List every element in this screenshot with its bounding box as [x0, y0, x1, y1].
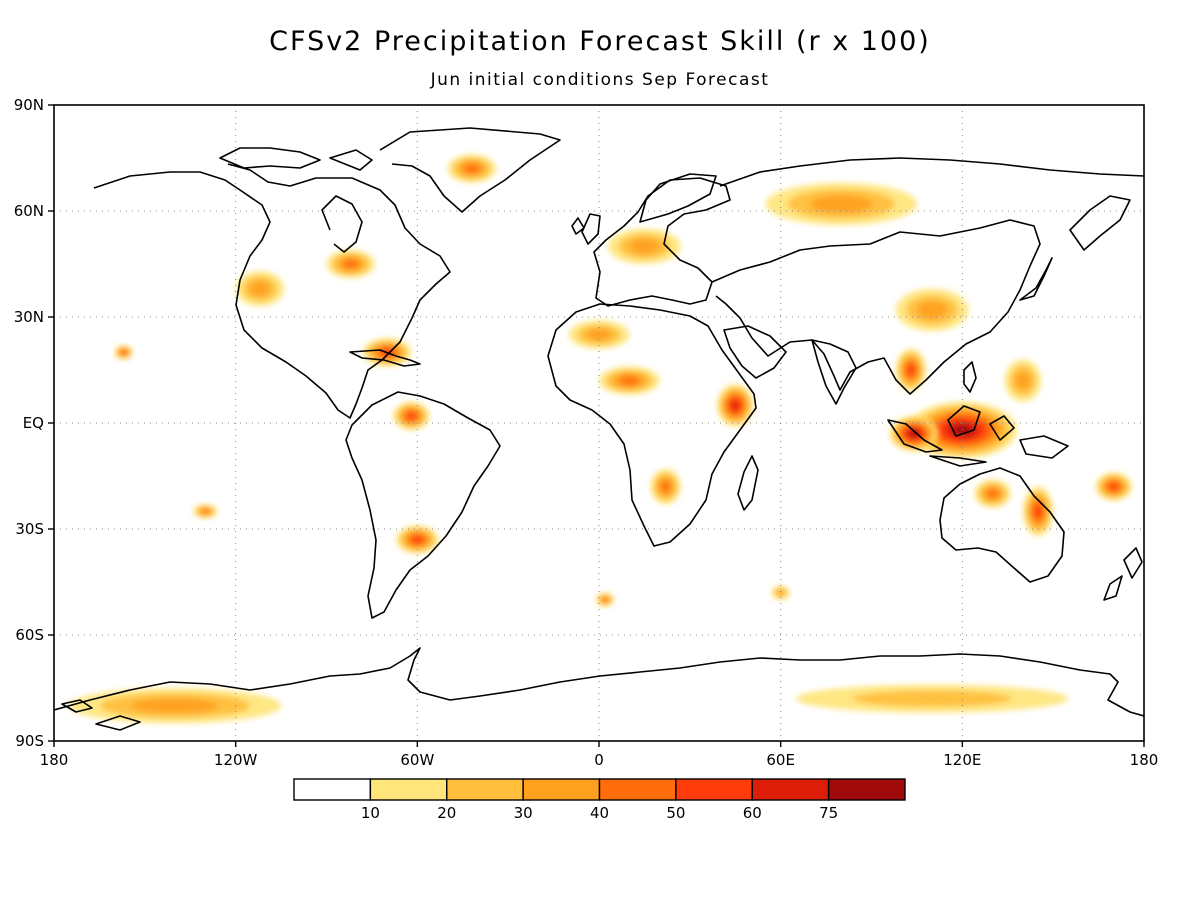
colorbar-label: 75	[819, 804, 838, 822]
lat-label: 90N	[14, 96, 44, 114]
arabia-coast	[723, 325, 787, 379]
skill-region-20	[235, 271, 285, 307]
colorbar-label: 40	[590, 804, 609, 822]
indonesia-islands	[887, 405, 1069, 467]
map-subtitle: Jun initial conditions Sep Forecast	[430, 70, 770, 90]
lat-label: 60S	[15, 626, 44, 644]
india-coast	[811, 339, 857, 405]
lon-label: 120W	[214, 751, 258, 769]
skill-shading	[69, 154, 1132, 724]
skill-region-21	[114, 345, 133, 360]
skill-region-17	[895, 288, 969, 332]
colorbar-label: 10	[361, 804, 380, 822]
canadian-arctic-islands	[219, 147, 373, 171]
colorbar-swatch	[675, 778, 753, 801]
colorbar-swatch	[293, 778, 372, 801]
colorbar-label: 20	[437, 804, 456, 822]
skill-region-13	[599, 366, 660, 395]
skill-region-14	[568, 320, 630, 349]
antarctica-coast	[54, 647, 1144, 717]
map-title: CFSv2 Precipitation Forecast Skill (r x …	[269, 26, 931, 57]
colorbar: 10 20 30 40 50 60 75	[293, 778, 906, 822]
japan	[1019, 257, 1053, 301]
south-america-coast	[345, 391, 501, 619]
colorbar-swatch	[446, 778, 524, 801]
lon-label: 0	[594, 751, 604, 769]
asia-coast	[711, 219, 1041, 395]
scandinavia-coast	[639, 173, 717, 223]
skill-region-18	[69, 688, 282, 724]
colorbar-label: 60	[743, 804, 762, 822]
skill-region-5	[393, 401, 430, 431]
kamchatka	[1069, 195, 1131, 251]
antarctic-peninsula-islands	[61, 699, 141, 731]
skill-region-22	[193, 504, 218, 519]
skill-region-1	[889, 415, 939, 452]
lat-label: 60N	[14, 202, 44, 220]
australia-coast	[939, 467, 1065, 583]
skill-region-11	[326, 249, 375, 279]
lat-label: 30N	[14, 308, 44, 326]
north-america-coast	[93, 163, 451, 419]
skill-region-16	[765, 182, 917, 226]
colorbar-swatch	[598, 778, 677, 801]
skill-region-24	[595, 592, 615, 607]
lon-label: 180	[40, 751, 69, 769]
skill-region-6	[396, 525, 439, 554]
lon-label: 180	[1130, 751, 1159, 769]
philippines	[963, 361, 977, 393]
lon-label: 60E	[766, 751, 795, 769]
africa-coast	[547, 303, 757, 547]
lon-axis-labels: 180 120W 60W 0 60E 120E 180	[40, 741, 1159, 769]
skill-region-9	[650, 468, 681, 505]
europe-coast	[593, 177, 731, 307]
colorbar-swatch	[827, 778, 906, 801]
lat-label: 90S	[15, 732, 44, 750]
lat-label: EQ	[23, 414, 44, 432]
lat-label: 30S	[15, 520, 44, 538]
lon-label: 120E	[943, 751, 981, 769]
skill-region-3	[717, 384, 754, 427]
colorbar-swatch	[522, 778, 601, 801]
skill-region-10	[1095, 472, 1132, 501]
lon-label: 60W	[400, 751, 434, 769]
cuba-hispaniola	[349, 349, 421, 367]
skill-region-19	[795, 684, 1069, 713]
siberia-arctic-coast	[719, 157, 1144, 187]
skill-region-8	[974, 479, 1011, 508]
gridlines	[54, 105, 1144, 741]
lat-axis-labels: 90N 60N 30N EQ 30S 60S 90S	[14, 96, 54, 750]
skill-region-2	[895, 348, 926, 392]
skill-region-15	[608, 228, 681, 264]
colorbar-label: 30	[514, 804, 533, 822]
skill-region-7	[1022, 486, 1054, 537]
skill-region-23	[1004, 359, 1042, 402]
colorbar-label: 50	[666, 804, 685, 822]
madagascar	[737, 455, 759, 511]
colorbar-swatch	[751, 778, 830, 801]
greenland-coast	[379, 127, 561, 213]
skill-region-0	[907, 401, 1017, 459]
new-zealand	[1103, 547, 1143, 601]
coastlines	[54, 127, 1144, 731]
colorbar-swatch	[369, 778, 448, 801]
skill-region-12	[447, 154, 497, 183]
hudson-bay-coast	[321, 195, 363, 253]
skill-region-25	[771, 585, 790, 600]
british-isles	[571, 213, 601, 245]
